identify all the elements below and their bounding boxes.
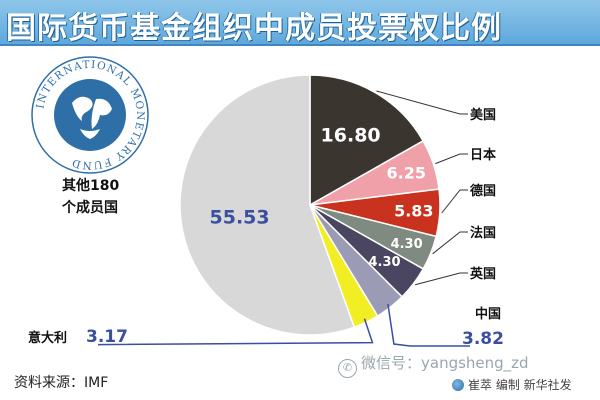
imf-globe-logo-icon (54, 79, 126, 151)
leader-line-china (387, 303, 470, 347)
slice-label-japan: 日本 (470, 147, 496, 163)
leader-line-japan (435, 153, 468, 165)
slice-value-us: 16.80 (321, 125, 381, 147)
slice-label-germany: 德国 (470, 183, 496, 199)
slice-value-germany: 5.83 (394, 202, 433, 221)
slice-label-us: 美国 (470, 107, 496, 123)
slice-label-others-line-2: 个成员国 (61, 199, 118, 216)
slice-label-china: 中国 (475, 306, 501, 322)
source-note: 资料来源：IMF (14, 375, 109, 391)
imf-logo: INTERNATIONAL MONETARY FUND (31, 56, 149, 174)
slice-value-others: 55.53 (210, 207, 270, 229)
watermark-text: 微信号：yangsheng_zd (361, 354, 529, 372)
pie-slice-us (309, 74, 425, 207)
slice-value-uk: 4.30 (369, 255, 401, 270)
slice-value-italy: 3.17 (86, 327, 128, 347)
leader-line-us (376, 90, 468, 115)
leader-line-uk (415, 272, 468, 286)
chart-title: 国际货币基金组织中成员投票权比例 (6, 11, 502, 46)
slice-label-italy: 意大利 (28, 330, 67, 346)
pie-slices (179, 74, 441, 336)
leader-line-france (432, 231, 468, 255)
slice-label-france: 法国 (470, 225, 496, 241)
leader-line-germany (441, 189, 468, 214)
slice-label-uk: 英国 (469, 266, 496, 282)
leader-line-italy (97, 318, 374, 346)
xinhua-logo-icon (452, 379, 464, 391)
wechat-icon: ✆ (338, 359, 357, 378)
slice-value-france: 4.30 (391, 237, 423, 252)
slice-label-others-line-1: 其他180 (62, 177, 119, 194)
watermark: ✆ 微信号：yangsheng_zd (338, 352, 529, 378)
pie-labels: 16.80 美国 6.25 日本 5.83 德国 4.30 法国 4.30 英国 3.82 中国意大利… (28, 90, 504, 349)
slice-value-japan: 6.25 (387, 164, 426, 183)
title-bar: 国际货币基金组织中成员投票权比例 (0, 0, 600, 46)
slice-value-china: 3.82 (462, 329, 504, 349)
credit-line: 崔萃 编制 新华社发 (452, 376, 572, 393)
pie-slice-others (179, 74, 356, 336)
credit-text: 崔萃 编制 新华社发 (468, 378, 572, 392)
